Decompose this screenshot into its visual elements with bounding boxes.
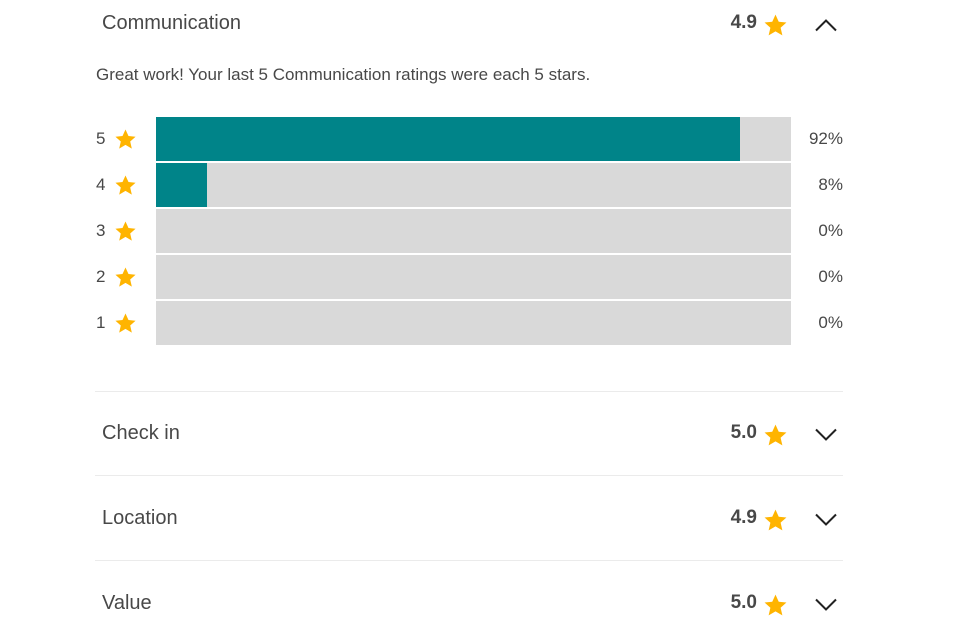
star-icon: [115, 175, 136, 195]
percent-label: 0%: [818, 313, 843, 332]
category-header-location[interactable]: Location 4.9: [95, 498, 843, 538]
category-score: 5.0: [730, 592, 757, 613]
breakdown-row-4: 4 8%: [96, 163, 856, 208]
breakdown-row-3: 3 0%: [96, 209, 856, 254]
category-header-check-in[interactable]: Check in 5.0: [95, 413, 843, 453]
breakdown-row-2: 2 0%: [96, 255, 856, 300]
percent-label: 0%: [818, 267, 843, 286]
breakdown-row-1: 1 0%: [96, 301, 856, 346]
breakdown-row-5: 5 92%: [96, 117, 856, 162]
star-icon: [115, 221, 136, 241]
rating-bar-fill: [156, 117, 741, 161]
category-title: Communication: [102, 12, 241, 34]
category-summary: Great work! Your last 5 Communication ra…: [96, 65, 591, 84]
divider: [95, 475, 843, 476]
category-title: Location: [102, 507, 178, 529]
star-icon: [115, 129, 136, 149]
category-score: 4.9: [730, 12, 757, 33]
chevron-down-icon[interactable]: [814, 428, 838, 442]
divider: [95, 391, 843, 392]
star-count-label: 4: [96, 175, 106, 194]
star-icon: [115, 267, 136, 287]
star-count-label: 5: [96, 129, 106, 148]
percent-label: 0%: [818, 221, 843, 240]
star-icon: [764, 14, 787, 36]
star-count-label: 3: [96, 221, 106, 240]
chevron-up-icon[interactable]: [814, 18, 838, 32]
category-header-communication[interactable]: Communication 4.9: [95, 3, 843, 43]
rating-bar-fill: [156, 163, 207, 207]
rating-bar-track: [156, 301, 791, 345]
star-count-label: 2: [96, 267, 106, 286]
star-count-label: 1: [96, 313, 106, 332]
category-header-value[interactable]: Value 5.0: [95, 583, 843, 623]
category-score: 4.9: [730, 507, 757, 528]
category-title: Value: [102, 592, 152, 614]
rating-bar-track: [156, 117, 791, 161]
star-icon: [764, 424, 787, 446]
star-icon: [764, 509, 787, 531]
rating-bar-track: [156, 209, 791, 253]
category-score: 5.0: [730, 422, 757, 443]
rating-bar-track: [156, 255, 791, 299]
percent-label: 92%: [808, 129, 843, 148]
chevron-down-icon[interactable]: [814, 598, 838, 612]
chevron-down-icon[interactable]: [814, 513, 838, 527]
percent-label: 8%: [818, 175, 843, 194]
star-icon: [764, 594, 787, 616]
category-title: Check in: [102, 422, 180, 444]
divider: [95, 560, 843, 561]
rating-bar-track: [156, 163, 791, 207]
star-icon: [115, 313, 136, 333]
